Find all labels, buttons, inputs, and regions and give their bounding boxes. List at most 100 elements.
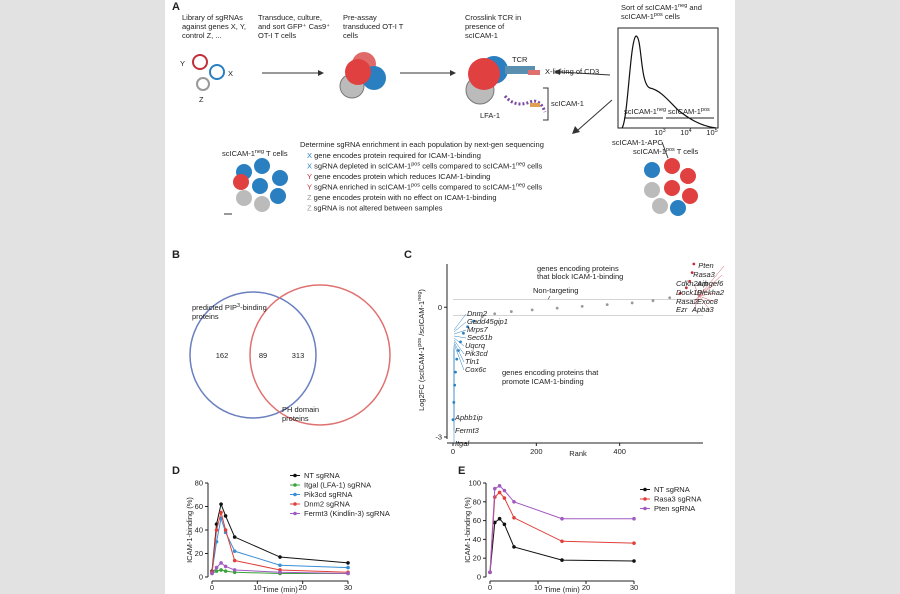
- method-text: cells: [525, 162, 542, 171]
- series-point: [232, 568, 237, 572]
- legend-dot: [643, 497, 647, 501]
- y-axis-label-part: ): [417, 289, 426, 292]
- sort-title-part: cells: [663, 12, 680, 21]
- legend-dot: [293, 483, 297, 487]
- cells-label-part: scICAM-1: [222, 149, 255, 158]
- scicam-label: scICAM-1: [551, 99, 584, 108]
- method-line: X gene encodes protein required for ICAM…: [307, 151, 481, 160]
- step-text: and sort GFP⁺ Cas9⁺: [258, 22, 330, 31]
- x-tick-label: 0: [451, 447, 455, 456]
- rank-point: [605, 303, 609, 307]
- note-promote: promote ICAM-1-binding: [502, 377, 584, 386]
- method-text: sgRNA enriched in scICAM-1: [312, 183, 411, 192]
- series-point: [214, 528, 219, 532]
- rank-point: [462, 331, 465, 335]
- rank-point: [678, 292, 682, 295]
- legend-entry: Fermt3 (Kindlin-3) sgRNA: [304, 509, 390, 518]
- x-axis-label: Rank: [569, 449, 587, 458]
- gene-leader: [453, 313, 467, 331]
- gene-label-red: Arhgef6: [696, 279, 724, 288]
- gene-label-blue: Dnm2: [467, 309, 488, 318]
- venn-left: [189, 291, 317, 419]
- cells-label-part: T cells: [675, 147, 699, 156]
- gene-leader: [698, 295, 716, 303]
- cells-label: scICAM-1neg T cells: [222, 149, 288, 158]
- series-point: [560, 539, 564, 544]
- gate-label: scICAM-1pos: [668, 107, 710, 116]
- series-point: [488, 570, 492, 575]
- y-tick-label: 0: [477, 573, 481, 582]
- method-line: Y gene encodes protein which reduces ICA…: [307, 172, 490, 181]
- gene-label-red: Ezr: [676, 305, 688, 314]
- venn-name-part: 3: [237, 303, 240, 309]
- gene-x: X: [228, 69, 233, 78]
- x-tick-label: 400: [613, 447, 626, 456]
- note-block: genes encoding proteins: [537, 264, 619, 273]
- gene-y: Y: [180, 59, 185, 68]
- step-text: against genes X, Y,: [182, 22, 246, 31]
- method-text: cells compared to scICAM-1: [420, 183, 516, 192]
- gene-label-blue: Itgal: [455, 439, 470, 448]
- series-point: [632, 541, 636, 545]
- y-tick-label: 20: [195, 549, 203, 558]
- series-point: [214, 565, 219, 570]
- gene-label-blue: Mrps7: [467, 325, 489, 334]
- gene-leader: [453, 341, 465, 363]
- rank-point: [454, 370, 457, 374]
- gene-label-red: Cdkn2aip: [676, 279, 708, 288]
- gene-label-blue: Tln1: [465, 357, 480, 366]
- sort-title-part: neg: [678, 3, 687, 9]
- sort-title-part: Sort of scICAM-1: [621, 3, 678, 12]
- rank-point: [480, 315, 484, 319]
- panel-label: D: [172, 465, 180, 477]
- series-point: [497, 490, 502, 495]
- series-point: [278, 570, 282, 575]
- legend-dot: [293, 492, 297, 497]
- step-text: Crosslink TCR in: [465, 13, 521, 22]
- gene-label-red: Dock10: [676, 288, 702, 297]
- series-point: [219, 561, 223, 565]
- sort-title: Sort of scICAM-1neg and: [621, 3, 702, 12]
- hist-axis: scICAM-1-APC: [612, 138, 663, 147]
- venn-name: proteins: [192, 312, 219, 321]
- method-letter: X: [307, 162, 312, 171]
- gene-label-red: Exoc8: [697, 297, 719, 306]
- rank-point: [668, 296, 672, 300]
- x-tick-label: 20: [298, 583, 306, 592]
- series-point: [493, 520, 497, 525]
- series-point: [560, 558, 564, 562]
- x-tick-label: 0: [488, 583, 492, 592]
- legend-dot: [293, 502, 297, 506]
- y-tick-label: 60: [195, 502, 203, 511]
- y-axis-label-part: /scICAM-1: [417, 301, 426, 338]
- venn-count: 313: [292, 351, 305, 360]
- legend-entry: Pten sgRNA: [654, 504, 695, 513]
- method-text: sgRNA depleted in scICAM-1: [312, 162, 411, 171]
- series-point: [210, 571, 214, 576]
- gene-z: Z: [199, 95, 204, 104]
- gate-label: scICAM-1neg: [624, 107, 666, 116]
- gene-leader: [698, 295, 711, 311]
- hist-tick: 103: [654, 128, 665, 137]
- rank-point: [688, 279, 692, 283]
- gate-label-part: pos: [701, 107, 710, 113]
- series-point: [346, 561, 350, 565]
- rank-point: [493, 312, 497, 316]
- cells-label-part: neg: [255, 149, 264, 155]
- y-tick-label: 60: [473, 516, 481, 525]
- gene-label-red: Plekha2: [697, 288, 725, 297]
- rank-point: [530, 308, 534, 312]
- gene-label-blue: Pik3cd: [465, 349, 488, 358]
- y-tick-label: 40: [195, 526, 203, 535]
- gene-leader: [453, 329, 467, 335]
- rank-point: [684, 286, 688, 290]
- step-text: Library of sgRNAs: [182, 13, 243, 22]
- sort-title-part: scICAM-1: [621, 12, 654, 21]
- method-letter: Z: [307, 193, 312, 202]
- series-point: [632, 516, 636, 521]
- hist-tick-part: 3: [663, 128, 666, 134]
- panel-a-art: [192, 27, 719, 216]
- gene-label-blue: Apbb1ip: [454, 413, 483, 422]
- venn-name: PH domain: [282, 405, 319, 414]
- series-point: [512, 515, 516, 520]
